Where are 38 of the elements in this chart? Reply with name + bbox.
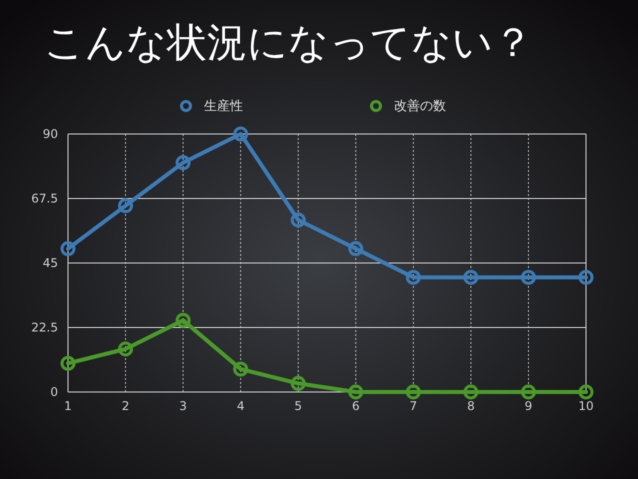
point bbox=[348, 384, 364, 400]
point bbox=[233, 126, 248, 142]
point bbox=[118, 198, 134, 214]
y-tick-label: 22.5 bbox=[31, 320, 58, 334]
x-tick-label: 3 bbox=[179, 399, 187, 413]
point bbox=[176, 155, 191, 170]
y-tick-label: 45 bbox=[42, 256, 58, 270]
y-tick-label: 67.5 bbox=[31, 192, 58, 206]
point bbox=[520, 384, 536, 400]
point bbox=[406, 384, 421, 400]
point bbox=[520, 270, 536, 285]
point bbox=[348, 241, 364, 256]
x-tick-label: 4 bbox=[236, 399, 244, 413]
point bbox=[406, 270, 421, 285]
point bbox=[60, 241, 76, 256]
point bbox=[290, 212, 306, 228]
x-tick-label: 5 bbox=[294, 399, 302, 413]
point bbox=[463, 384, 478, 400]
point bbox=[290, 376, 306, 391]
point bbox=[463, 270, 478, 285]
x-tick-label: 9 bbox=[524, 399, 532, 413]
y-tick-label: 90 bbox=[42, 127, 58, 141]
point bbox=[176, 312, 191, 328]
point bbox=[578, 270, 594, 285]
y-tick-label: 0 bbox=[50, 385, 58, 399]
x-tick-label: 8 bbox=[467, 399, 475, 413]
chart-title: こんな状況になってない？ bbox=[44, 20, 533, 66]
point bbox=[60, 356, 76, 371]
point bbox=[233, 362, 248, 377]
legend-label: 生産性 bbox=[204, 98, 243, 114]
point bbox=[578, 384, 594, 400]
x-tick-label: 10 bbox=[578, 399, 594, 413]
x-tick-label: 6 bbox=[352, 399, 360, 413]
x-tick-label: 7 bbox=[410, 399, 418, 413]
x-tick-label: 1 bbox=[64, 399, 72, 413]
x-tick-label: 2 bbox=[122, 399, 130, 413]
legend-label: 改善の数 bbox=[394, 98, 446, 114]
point bbox=[118, 342, 134, 356]
